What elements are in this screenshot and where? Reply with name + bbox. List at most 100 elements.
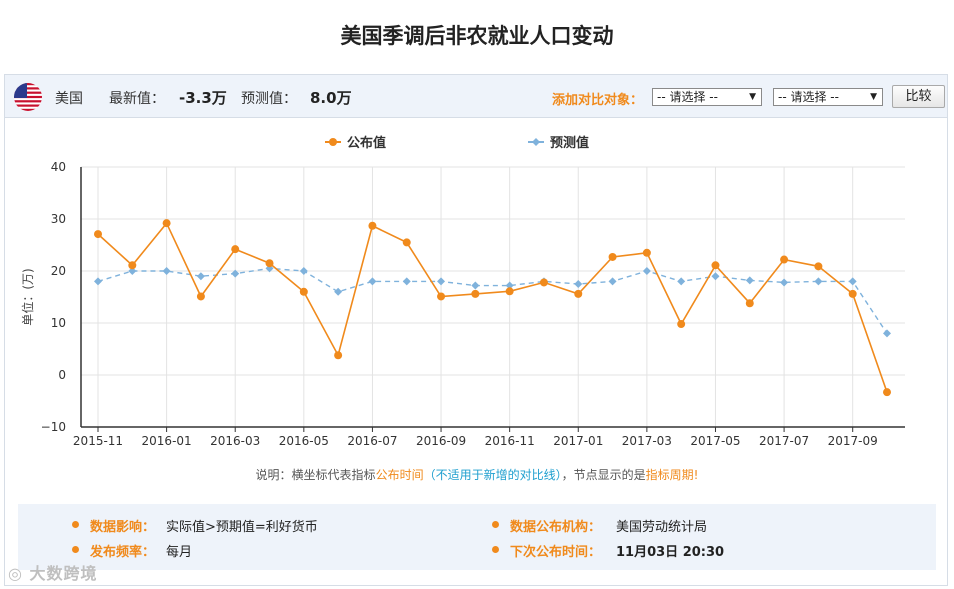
latest-value: -3.3万 [179, 89, 227, 107]
compare-select-2[interactable]: -- 请选择 -- ▼ [773, 88, 883, 106]
indicator-info-box: 数据影响： 实际值>预期值=利好货币 数据公布机构： 美国劳动统计局 发布频率：… [18, 504, 936, 570]
x-tick-label: 2016-03 [210, 434, 260, 448]
x-tick-label: 2017-05 [690, 434, 740, 448]
latest-value-label: 最新值： [109, 91, 165, 107]
y-tick-label: 40 [51, 160, 66, 174]
forecast-point [574, 280, 583, 288]
forecast-point [162, 267, 171, 275]
info-frequency-value: 每月 [166, 545, 193, 560]
note-text-3: （不适用于新增的对比线） [423, 468, 562, 482]
info-next-value: 11月03日 20:30 [616, 545, 725, 560]
compare-select-1[interactable]: -- 请选择 -- ▼ [652, 88, 762, 106]
info-agency-value: 美国劳动统计局 [616, 520, 708, 535]
bullet-icon [72, 546, 79, 553]
x-tick-label: 2017-03 [622, 434, 672, 448]
chart-note: 说明：横坐标代表指标公布时间（不适用于新增的对比线），节点显示的是指标周期! [0, 466, 954, 483]
forecast-value: 8.0万 [310, 89, 352, 107]
info-impact-value: 实际值>预期值=利好货币 [166, 520, 318, 535]
published-point [128, 261, 137, 270]
chart-panel: 美国 最新值： -3.3万 预测值： 8.0万 添加对比对象： -- 请选择 -… [4, 74, 948, 586]
published-point [437, 292, 446, 301]
chevron-down-icon: ▼ [749, 92, 756, 102]
x-tick-label: 2016-01 [142, 434, 192, 448]
bullet-icon [492, 521, 499, 528]
y-axis-label: 单位：(万) [20, 268, 35, 325]
published-point [883, 388, 891, 397]
published-point [94, 230, 102, 239]
compare-select-1-value: -- 请选择 -- [657, 90, 718, 104]
watermark-icon: ◎ [8, 564, 23, 583]
y-tick-label: −10 [41, 420, 66, 434]
bullet-icon [72, 521, 79, 528]
published-point [711, 261, 720, 270]
info-frequency-label: 发布频率： [90, 545, 156, 560]
legend-forecast-label: 预测值 [550, 135, 589, 151]
published-line [97, 221, 888, 393]
chart-legend[interactable]: 公布值 预测值 [325, 135, 589, 151]
forecast-point [780, 278, 789, 287]
forecast-point [231, 269, 240, 278]
legend-forecast-marker [532, 138, 540, 146]
published-point [505, 287, 514, 296]
line-chart: −10 0 10 20 30 40 2015-11 2016-01 2016-03 2016-05… [20, 135, 905, 448]
forecast-point [745, 276, 754, 285]
published-point [231, 245, 240, 254]
published-point [642, 248, 651, 257]
compare-label: 添加对比对象： [552, 93, 644, 108]
y-tick-label: 30 [51, 212, 66, 226]
y-tick-label: 10 [51, 316, 66, 330]
page-title: 美国季调后非农就业人口变动 [340, 24, 614, 48]
chart-grid [81, 166, 905, 427]
chart-axes: −10 0 10 20 30 40 2015-11 2016-01 2016-03 2016-05… [20, 160, 905, 448]
published-point [848, 289, 857, 298]
published-point [574, 289, 583, 298]
forecast-point [471, 281, 480, 290]
published-point [608, 252, 617, 261]
published-point [196, 292, 205, 301]
published-point [677, 320, 686, 329]
info-agency-label: 数据公布机构： [510, 520, 602, 535]
us-flag-icon [14, 83, 42, 111]
published-point [334, 351, 343, 360]
bullet-icon [492, 546, 499, 553]
watermark: ◎ 大数跨境 [8, 560, 98, 584]
forecast-point [128, 267, 137, 275]
forecast-point [334, 287, 343, 296]
x-tick-label: 2016-09 [416, 434, 466, 448]
chevron-down-icon: ▼ [870, 92, 877, 102]
chart-series [94, 219, 891, 397]
note-text-6: ! [693, 468, 699, 482]
compare-button[interactable]: 比较 [892, 85, 945, 108]
published-point [539, 278, 548, 287]
forecast-point [677, 277, 686, 286]
forecast-point [608, 277, 617, 286]
x-tick-label: 2017-07 [759, 434, 809, 448]
compare-select-2-value: -- 请选择 -- [778, 90, 839, 104]
forecast-point [196, 272, 205, 281]
forecast-point [368, 277, 377, 286]
x-tick-label: 2016-05 [279, 434, 329, 448]
indicator-toolbar: 美国 最新值： -3.3万 预测值： 8.0万 添加对比对象： -- 请选择 -… [5, 75, 947, 118]
x-tick-label: 2017-09 [828, 434, 878, 448]
x-tick-label: 2016-11 [485, 434, 535, 448]
published-point [402, 238, 411, 247]
forecast-point [402, 277, 411, 286]
y-tick-label: 0 [58, 368, 66, 382]
published-point [780, 255, 789, 264]
x-tick-label: 2016-07 [347, 434, 397, 448]
forecast-point [642, 267, 651, 275]
published-point [745, 299, 754, 308]
x-tick-label: 2017-01 [553, 434, 603, 448]
note-text-5: 指标周期 [645, 468, 694, 482]
forecast-point [711, 272, 720, 281]
forecast-point [814, 277, 823, 286]
x-tick-label: 2015-11 [73, 434, 123, 448]
forecast-point [437, 277, 446, 286]
legend-published-marker [329, 138, 337, 146]
note-text-4: ，节点显示的是 [561, 468, 646, 482]
country-name: 美国 [55, 91, 83, 107]
forecast-point [94, 277, 102, 286]
legend-published-label: 公布值 [347, 135, 386, 151]
forecast-point [505, 281, 514, 290]
info-next-label: 下次公布时间： [510, 545, 602, 560]
